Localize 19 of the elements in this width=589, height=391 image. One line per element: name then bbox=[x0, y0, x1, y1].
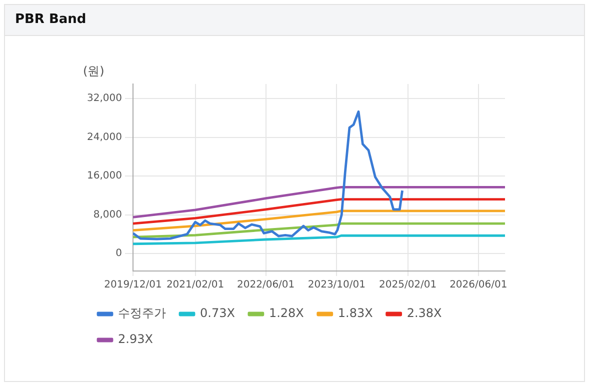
y-tick-label: 8,000 bbox=[93, 209, 122, 220]
y-tick-label: 32,000 bbox=[86, 93, 122, 104]
legend-label: 2.38X bbox=[406, 306, 442, 320]
legend-label: 1.28X bbox=[268, 306, 304, 320]
chart-title: PBR Band bbox=[15, 12, 86, 27]
x-tick-label: 2023/10/01 bbox=[308, 280, 366, 291]
x-tick-label: 2026/06/01 bbox=[450, 280, 508, 291]
legend-label: 2.93X bbox=[118, 332, 153, 346]
y-tick-label: 0 bbox=[116, 248, 122, 260]
legend-label: 수정주가 bbox=[118, 306, 166, 320]
y-tick-label: 24,000 bbox=[86, 132, 122, 143]
x-tick-label: 2021/02/01 bbox=[166, 280, 224, 291]
x-tick-label: 2025/02/01 bbox=[378, 280, 437, 291]
x-tick-label: 2022/06/01 bbox=[237, 280, 295, 291]
y-tick-label: 16,000 bbox=[86, 170, 122, 182]
y-axis-title: (원) bbox=[82, 64, 104, 78]
legend-label: 1.83X bbox=[338, 306, 373, 320]
legend-label: 0.73X bbox=[200, 306, 235, 320]
x-tick-label: 2019/12/01 bbox=[104, 280, 162, 291]
